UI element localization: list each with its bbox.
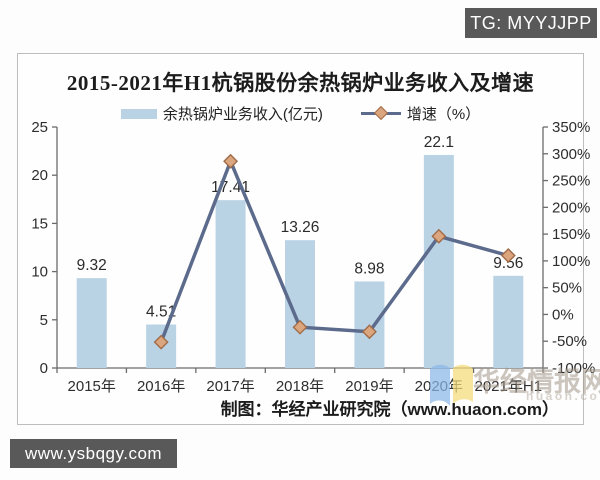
right-axis-labels: 350% 300% 250% 200% 150% 100% 50% 0% -50% -100% <box>543 119 595 377</box>
plot-area: 25 20 15 10 5 0 350% 300% 250% 200% 150% 100% 50% 0% -… <box>31 119 595 395</box>
svg-text:-50%: -50% <box>552 333 587 350</box>
svg-text:13.26: 13.26 <box>281 219 320 236</box>
marker-2019年 <box>361 324 377 340</box>
svg-text:8.98: 8.98 <box>354 260 384 277</box>
bar-2015年 <box>76 278 107 368</box>
svg-text:250%: 250% <box>552 173 590 190</box>
watermark-text: 华经情报网 <box>473 367 600 397</box>
svg-text:300%: 300% <box>552 146 590 163</box>
svg-text:150%: 150% <box>552 226 590 243</box>
svg-text:2015年: 2015年 <box>68 378 116 395</box>
legend-growth-label: 增速（%） <box>406 106 481 123</box>
svg-text:4.51: 4.51 <box>146 304 176 321</box>
svg-text:2016年: 2016年 <box>137 378 185 395</box>
svg-text:100%: 100% <box>552 253 590 270</box>
svg-text:350%: 350% <box>552 119 590 136</box>
tg-badge-label: TG: MYYJJPP <box>470 13 592 33</box>
svg-text:22.1: 22.1 <box>424 134 454 151</box>
bar-2021年H1 <box>493 275 524 368</box>
marker-2020年 <box>431 228 447 244</box>
watermark-subtext: huaon.com <box>526 389 600 403</box>
legend-revenue-label: 余热锅炉业务收入(亿元) <box>162 106 323 123</box>
svg-text:25: 25 <box>31 119 48 136</box>
line-swatch-icon <box>360 105 401 121</box>
tg-badge: TG: MYYJJPP <box>465 8 597 38</box>
svg-text:0: 0 <box>40 360 48 377</box>
marker-2018年 <box>292 319 308 335</box>
svg-text:-100%: -100% <box>552 360 595 377</box>
site-badge: www.ysbqgy.com <box>10 439 178 468</box>
site-badge-label: www.ysbqgy.com <box>25 444 163 463</box>
svg-text:20: 20 <box>31 167 48 184</box>
svg-text:2021年H1: 2021年H1 <box>475 378 543 395</box>
legend: 余热锅炉业务收入(亿元) 增速（%） <box>18 103 583 124</box>
legend-item-revenue: 余热锅炉业务收入(亿元) <box>120 103 323 124</box>
bars <box>76 154 524 368</box>
svg-text:2019年: 2019年 <box>345 378 393 395</box>
marker-2017年 <box>223 153 239 169</box>
chart-panel: 2015-2021年H1杭锅股份余热锅炉业务收入及增速 余热锅炉业务收入(亿元)… <box>17 53 600 425</box>
svg-text:5: 5 <box>40 312 48 329</box>
bar-2020年 <box>423 154 454 368</box>
growth-line <box>159 159 511 344</box>
svg-text:2018年: 2018年 <box>276 378 324 395</box>
svg-text:9.56: 9.56 <box>493 255 523 272</box>
watermark-logo-icon <box>430 364 473 406</box>
svg-text:2017年: 2017年 <box>206 378 254 395</box>
legend-item-growth: 增速（%） <box>360 103 481 124</box>
bar-2017年 <box>215 200 246 368</box>
credit-line: 制图：华经产业研究院（www.huaon.com） <box>220 400 559 419</box>
x-axis-labels: 2015年2016年2017年2018年2019年2020年2021年H1 <box>56 368 544 395</box>
chart-title: 2015-2021年H1杭锅股份余热锅炉业务收入及增速 <box>66 71 535 95</box>
svg-text:15: 15 <box>31 215 48 232</box>
bar-swatch-icon <box>120 108 157 119</box>
svg-text:200%: 200% <box>552 199 590 216</box>
marker-2021年H1 <box>500 248 516 264</box>
marker-2016年 <box>153 334 169 350</box>
left-axis-labels: 25 20 15 10 5 0 <box>31 119 57 377</box>
svg-text:9.32: 9.32 <box>77 257 107 274</box>
svg-text:10: 10 <box>31 264 48 281</box>
growth-markers <box>153 153 516 350</box>
svg-text:50%: 50% <box>552 280 582 297</box>
svg-text:0%: 0% <box>552 306 574 323</box>
